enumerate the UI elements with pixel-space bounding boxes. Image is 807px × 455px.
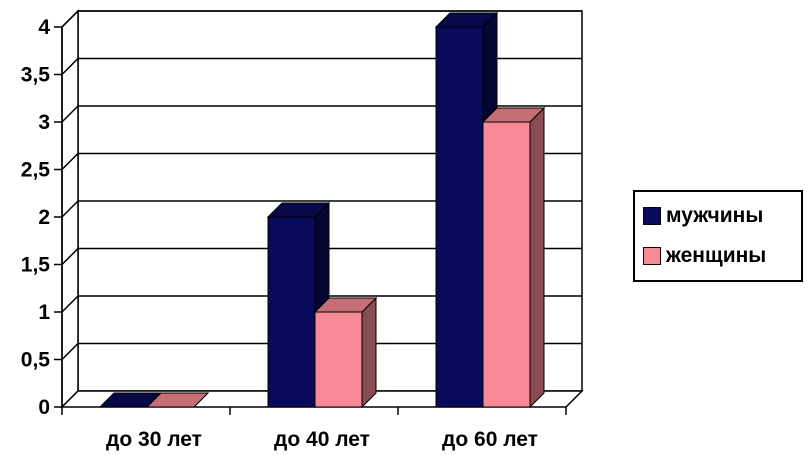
gridline (61, 295, 582, 313)
y-tick-label: 2 (38, 206, 50, 229)
x-category-label: до 30 лет (106, 428, 202, 451)
y-tick-label: 3 (38, 111, 50, 134)
bar-top (481, 107, 546, 123)
bar-мужчины-до 60 лет (434, 11, 499, 409)
gridlines (61, 10, 582, 361)
legend-label-series-2: женщины (666, 244, 767, 267)
legend: мужчины женщины (633, 190, 803, 282)
gridline (61, 10, 582, 28)
y-axis-ticks: 0 0,5 1 1,5 2 2,5 3 3,5 4 (21, 16, 63, 419)
bar-front (314, 311, 363, 408)
gridline (61, 152, 582, 171)
bar-front (267, 216, 316, 408)
y-tick-label: 1,5 (21, 254, 51, 277)
bar-top (313, 297, 378, 313)
legend-item-series-1: мужчины (643, 204, 763, 228)
bar-top (266, 202, 331, 218)
bar-side (529, 106, 545, 409)
legend-swatch-series-1 (643, 207, 661, 225)
bar-женщины-до 30 лет (145, 392, 210, 408)
x-category-label: до 60 лет (442, 428, 538, 451)
x-category-label: до 40 лет (274, 428, 370, 451)
legend-swatch-series-2 (643, 247, 661, 265)
gridline (61, 200, 582, 218)
legend-item-series-2: женщины (643, 244, 766, 268)
bar-front (482, 121, 531, 408)
bar-top (145, 392, 210, 408)
y-tick-label: 1 (38, 301, 50, 324)
x-axis-categories: до 30 лет до 40 лет до 60 лет (61, 407, 567, 451)
gridline (61, 342, 582, 361)
gridline (61, 247, 582, 266)
bar-женщины-до 40 лет (313, 296, 378, 409)
y-tick-label: 3,5 (21, 64, 51, 87)
y-tick-label: 4 (38, 16, 50, 39)
y-tick-label: 0,5 (21, 349, 51, 372)
y-tick-label: 0 (38, 396, 50, 419)
bar-front (435, 26, 484, 408)
gridline (61, 57, 582, 76)
y-tick-label: 2,5 (21, 159, 51, 182)
bar-женщины-до 60 лет (481, 106, 546, 409)
gridline (61, 105, 582, 123)
bar-top (434, 12, 499, 28)
bar-side (361, 296, 377, 409)
bars (98, 11, 546, 409)
legend-label-series-1: мужчины (666, 204, 764, 227)
